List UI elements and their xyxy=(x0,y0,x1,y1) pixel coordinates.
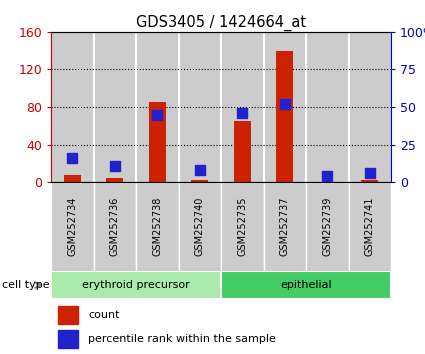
Point xyxy=(324,173,331,179)
Bar xyxy=(51,271,221,299)
Point xyxy=(366,171,373,176)
Point xyxy=(239,110,246,116)
Bar xyxy=(348,182,391,271)
Bar xyxy=(178,182,221,271)
Point xyxy=(154,112,161,118)
Point xyxy=(111,163,118,169)
Text: erythroid precursor: erythroid precursor xyxy=(82,280,190,290)
Bar xyxy=(58,306,78,324)
Text: GSM252739: GSM252739 xyxy=(322,197,332,256)
Bar xyxy=(221,182,264,271)
Bar xyxy=(136,182,178,271)
Bar xyxy=(306,182,348,271)
Text: count: count xyxy=(88,310,120,320)
Title: GDS3405 / 1424664_at: GDS3405 / 1424664_at xyxy=(136,14,306,30)
Text: GSM252738: GSM252738 xyxy=(152,197,162,256)
Text: GSM252735: GSM252735 xyxy=(237,197,247,256)
Point xyxy=(196,167,203,173)
Bar xyxy=(149,102,166,182)
Bar xyxy=(106,178,123,182)
Bar xyxy=(361,181,378,182)
Bar xyxy=(264,182,306,271)
Text: percentile rank within the sample: percentile rank within the sample xyxy=(88,334,276,344)
Text: epithelial: epithelial xyxy=(280,280,332,290)
Point xyxy=(69,155,76,161)
Text: GSM252741: GSM252741 xyxy=(365,197,375,256)
Bar xyxy=(94,182,136,271)
Bar xyxy=(64,175,81,182)
Bar xyxy=(234,121,251,182)
Text: cell type: cell type xyxy=(2,280,50,290)
Bar xyxy=(51,182,94,271)
Text: GSM252736: GSM252736 xyxy=(110,197,120,256)
Bar xyxy=(276,51,293,182)
Bar xyxy=(58,330,78,348)
Text: GSM252737: GSM252737 xyxy=(280,197,290,256)
Text: GSM252740: GSM252740 xyxy=(195,197,205,256)
Point xyxy=(281,101,288,107)
Bar xyxy=(221,271,391,299)
Bar xyxy=(191,181,208,182)
Text: GSM252734: GSM252734 xyxy=(67,197,77,256)
